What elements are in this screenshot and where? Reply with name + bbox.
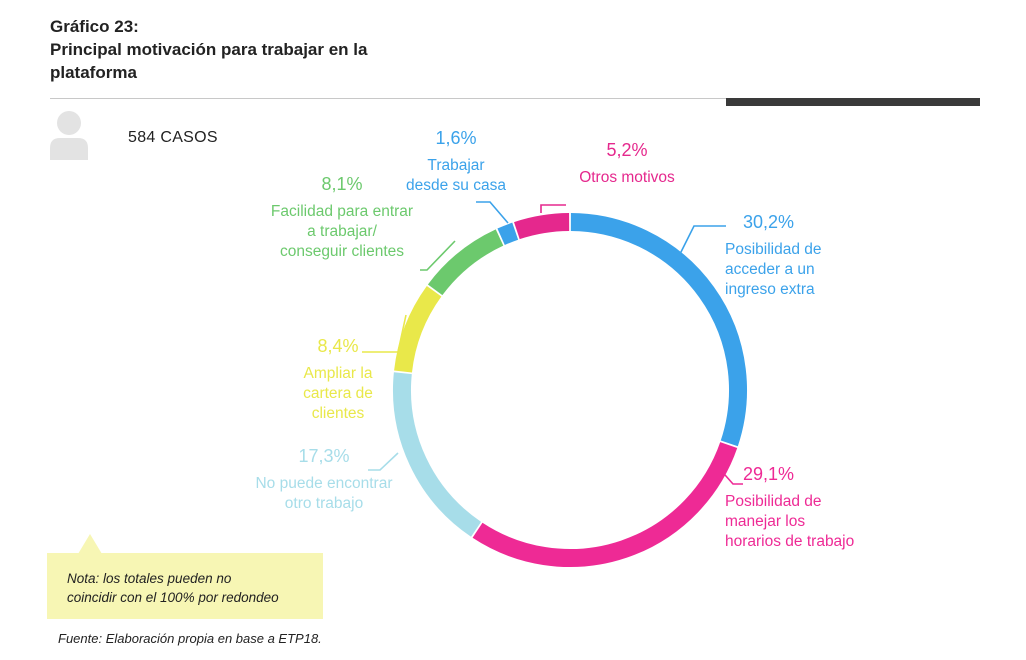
cases-count: 584 CASOS [128,129,218,146]
slice-category-label: Posibilidad de [725,241,822,258]
slice-category-label: acceder a un [725,261,815,278]
slice-leader-line [362,314,407,353]
slice-category-label: cartera de [303,385,373,402]
donut-slice [497,222,519,246]
title-line: Gráfico 23: [50,17,139,36]
note-line: Nota: los totales pueden no [67,571,232,586]
donut-slice [394,285,442,373]
slice-category-label: ingreso extra [725,281,815,298]
donut-slice [472,442,738,567]
slice-leader-line [476,201,509,224]
slice-category-label: otro trabajo [285,495,363,512]
donut-slice [514,213,570,240]
slice-category-label: Facilidad para entrar [271,203,413,220]
slice-category-label: a trabajar/ [307,223,377,240]
header-divider [50,98,980,99]
slice-category-label: clientes [312,405,365,422]
slice-leader-line [368,452,399,471]
slice-category-label: desde su casa [406,177,506,194]
donut-slice [570,213,747,447]
title-line: Principal motivación para trabajar en la [50,40,368,59]
donut-slice [427,229,504,296]
slice-percent-label: 17,3% [298,446,349,466]
slice-category-label: horarios de trabajo [725,533,854,550]
note-line: coincidir con el 100% por redondeo [67,590,279,605]
slice-percent-label: 1,6% [435,128,476,148]
note-box: Nota: los totales pueden no coincidir co… [47,553,323,619]
slice-category-label: No puede encontrar [255,475,392,492]
slice-leader-line [717,466,743,485]
header-divider-accent [726,98,980,106]
chart-title: Gráfico 23: Principal motivación para tr… [50,15,367,84]
slice-category-label: manejar los [725,513,805,530]
slice-percent-label: 8,1% [321,174,362,194]
source-note: Fuente: Elaboración propia en base a ETP… [58,631,322,646]
slice-category-label: conseguir clientes [280,243,404,260]
title-line: plataforma [50,63,137,82]
slice-leader-line [679,225,726,255]
note-callout-tail [78,534,102,554]
slice-category-label: Otros motivos [579,169,675,186]
slice-leader-line [420,240,456,271]
slice-percent-label: 5,2% [606,140,647,160]
slice-category-label: Posibilidad de [725,493,822,510]
slice-category-label: Trabajar [427,157,484,174]
slice-leader-line [540,204,566,213]
person-icon [50,111,88,160]
slice-category-label: Ampliar la [304,365,373,382]
note-text: Nota: los totales pueden no coincidir co… [67,569,279,607]
slice-percent-label: 30,2% [743,212,794,232]
slice-percent-label: 8,4% [317,336,358,356]
slice-percent-label: 29,1% [743,464,794,484]
donut-slice [393,372,482,537]
